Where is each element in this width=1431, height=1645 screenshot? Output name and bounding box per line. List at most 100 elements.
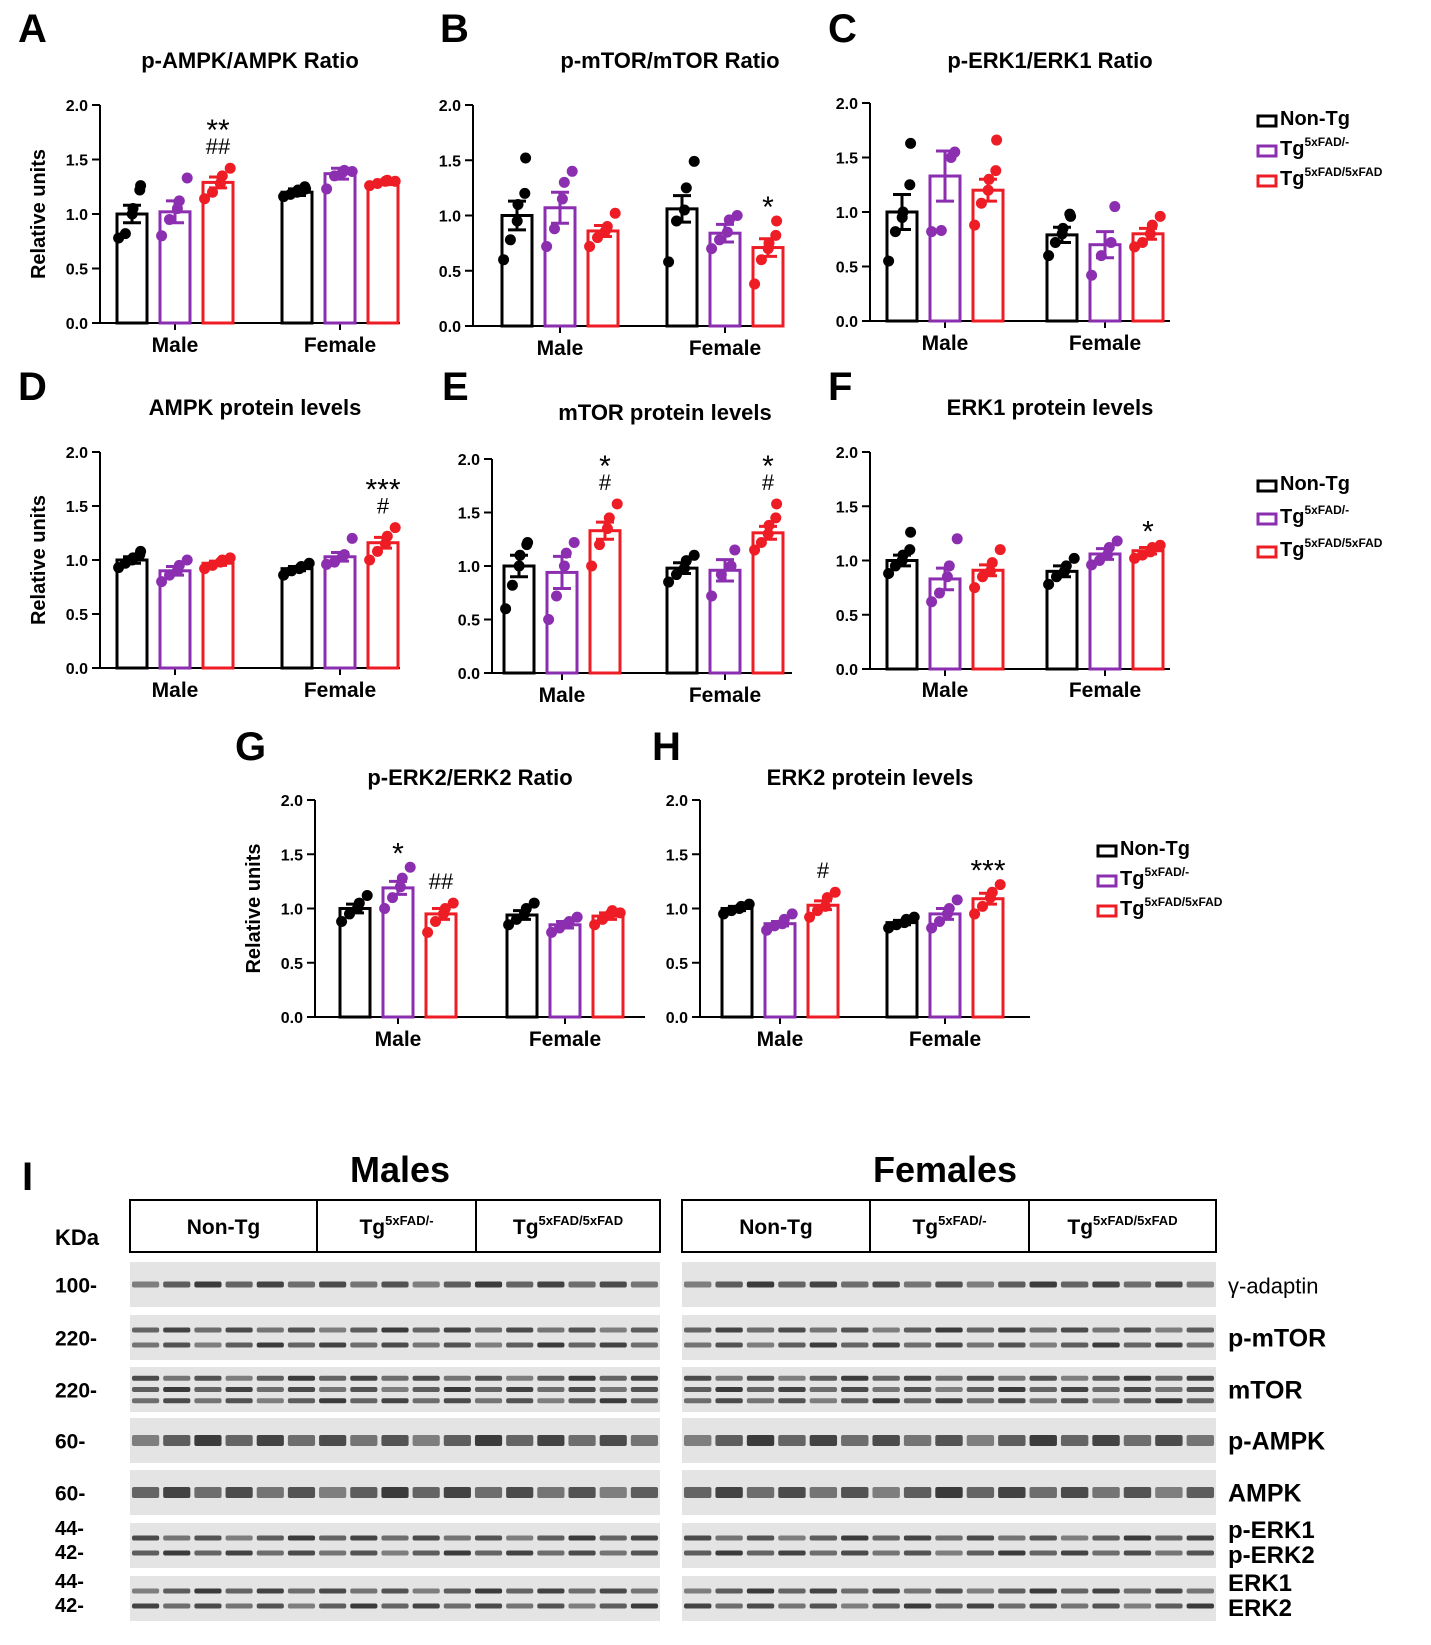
blot-band: [998, 1588, 1026, 1594]
blot-band: [1186, 1327, 1214, 1333]
data-point: [755, 254, 767, 266]
blot-band: [1029, 1398, 1057, 1404]
blot-band: [778, 1398, 806, 1404]
blot-band: [1123, 1435, 1152, 1446]
blot-band: [163, 1588, 191, 1594]
blot-band: [998, 1487, 1026, 1498]
blot-band: [412, 1342, 440, 1348]
data-point: [1095, 250, 1107, 262]
blot-band: [872, 1603, 900, 1609]
data-point: [725, 560, 737, 572]
blot-band: [287, 1588, 316, 1594]
blot-band: [1029, 1342, 1057, 1348]
blot-band: [225, 1281, 253, 1288]
data-point: [969, 908, 981, 920]
blot-band: [935, 1387, 963, 1392]
blot-band: [1092, 1487, 1120, 1498]
blot-band: [1123, 1342, 1152, 1348]
data-point: [522, 536, 534, 548]
blot-band: [872, 1327, 900, 1333]
x-tick-label: Male: [152, 679, 199, 702]
blot-band: [319, 1342, 347, 1348]
blot-band: [872, 1375, 900, 1381]
blot-band: [903, 1387, 932, 1392]
blot-band: [412, 1435, 440, 1446]
data-point: [680, 182, 692, 194]
blot-band: [287, 1281, 316, 1288]
blot-band: [350, 1435, 378, 1446]
data-point: [551, 590, 562, 602]
data-point: [404, 861, 416, 873]
panel-letter: A: [18, 7, 47, 51]
blot-band: [935, 1603, 963, 1609]
blot-band: [412, 1375, 440, 1381]
blot-band: [319, 1550, 347, 1556]
blot-band: [1092, 1327, 1120, 1333]
blot-band: [350, 1281, 378, 1288]
blot-band: [1186, 1535, 1214, 1541]
data-point: [506, 579, 518, 591]
blot-band: [630, 1550, 658, 1556]
legend-label-base: Non-Tg: [1120, 838, 1190, 860]
blot-band: [684, 1603, 712, 1609]
legend-label-base: Tg: [1280, 506, 1304, 528]
panel-letter: G: [235, 725, 266, 769]
group-label-tg-hom: Tg5xFAD/5xFAD: [1067, 1213, 1177, 1239]
data-point: [934, 916, 945, 928]
blot-band: [1060, 1435, 1089, 1446]
data-point: [560, 547, 572, 559]
data-point: [908, 911, 920, 923]
blot-band: [132, 1487, 160, 1498]
blot-band: [537, 1435, 565, 1446]
y-axis-label: Relative units: [28, 149, 50, 279]
blot-band: [809, 1398, 838, 1404]
data-point: [528, 897, 540, 909]
blot-band: [998, 1342, 1026, 1348]
bar: [588, 529, 622, 675]
y-tick-label: 1.5: [66, 499, 88, 516]
blot-band: [935, 1435, 963, 1446]
blot-band: [778, 1487, 806, 1498]
y-tick-label: 0.5: [439, 264, 461, 281]
blot-band: [715, 1281, 743, 1288]
blot-band: [381, 1387, 409, 1392]
blot-strip: [130, 1315, 660, 1360]
data-point: [430, 916, 441, 928]
data-point: [566, 165, 578, 177]
blot-band: [132, 1435, 160, 1446]
data-point: [905, 526, 917, 538]
data-point: [926, 226, 938, 238]
blot-band: [256, 1603, 284, 1609]
data-point: [589, 919, 601, 931]
blot-band: [319, 1281, 347, 1288]
chart-panel-h: H ERK2 protein levels 0.0 0.5 1.0 1.5 2.0 Male F…: [652, 725, 1030, 1051]
blot-band: [225, 1342, 253, 1348]
blot-band: [474, 1327, 503, 1333]
blot-band: [630, 1387, 658, 1392]
data-point: [1154, 539, 1166, 551]
blot-band: [443, 1588, 471, 1594]
blot-band: [599, 1487, 627, 1498]
data-point: [715, 569, 727, 581]
blot-band: [474, 1398, 503, 1404]
blot-band: [506, 1398, 534, 1404]
blot-band: [443, 1398, 471, 1404]
data-point: [135, 180, 147, 192]
blot-band: [715, 1588, 743, 1594]
data-point: [829, 886, 841, 898]
bar: [665, 207, 699, 328]
y-tick-label: 1.5: [281, 847, 303, 864]
blot-band: [1155, 1487, 1183, 1498]
data-point: [503, 919, 515, 931]
blot-band: [684, 1327, 712, 1333]
data-point: [771, 215, 783, 227]
blot-band: [287, 1327, 316, 1333]
blot-band: [684, 1588, 712, 1594]
blot-band: [1123, 1588, 1152, 1594]
blot-strip: [130, 1576, 660, 1621]
blot-band: [630, 1398, 658, 1404]
blot-band: [841, 1603, 869, 1609]
blot-band: [381, 1603, 409, 1609]
